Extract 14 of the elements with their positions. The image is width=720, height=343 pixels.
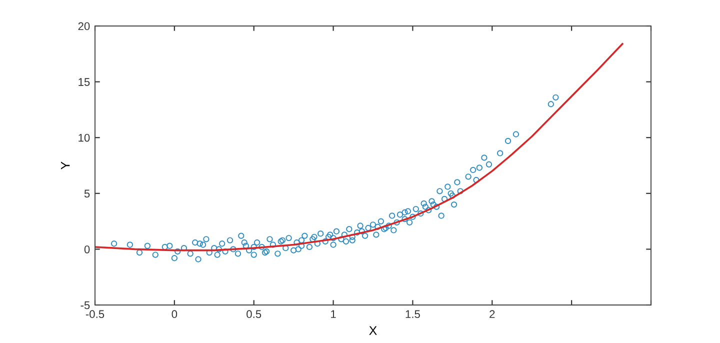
- x-tick-label: 0: [172, 310, 178, 318]
- y-tick-label: 10: [78, 134, 90, 142]
- y-tick-label: 20: [78, 22, 90, 30]
- y-tick-label: 15: [78, 78, 90, 86]
- y-tick-label: 0: [84, 245, 90, 254]
- y-axis-title: Y: [61, 162, 70, 170]
- y-tick-label: 5: [84, 190, 90, 198]
- x-axis-title: X: [369, 326, 377, 335]
- x-tick-label: -0.5: [86, 310, 104, 318]
- x-tick-label: 0.5: [246, 310, 262, 318]
- x-tick-label: 1.5: [406, 310, 420, 318]
- x-tick-label: 1: [331, 310, 336, 318]
- x-tick-label: 2: [490, 310, 495, 318]
- y-tick-label: -5: [80, 301, 90, 310]
